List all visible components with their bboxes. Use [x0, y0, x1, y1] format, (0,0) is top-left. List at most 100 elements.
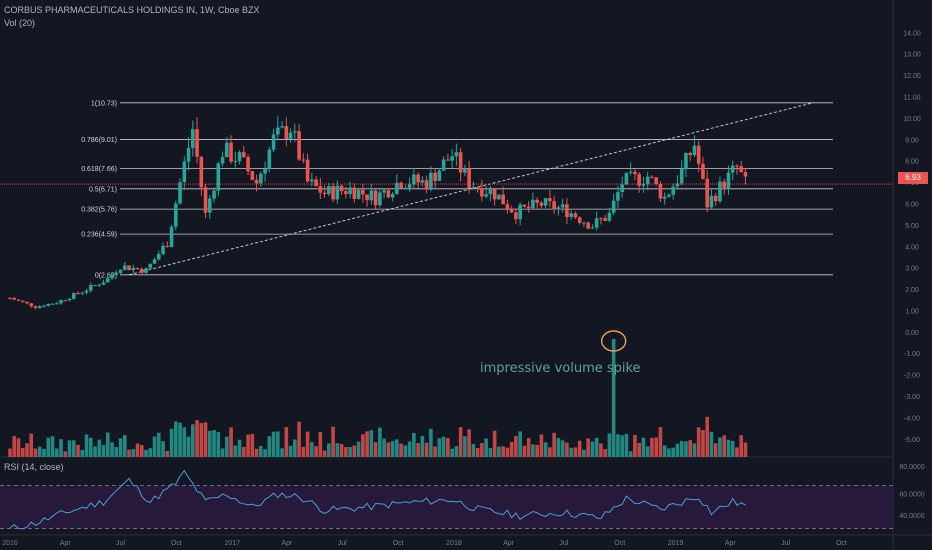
candle-body-76	[331, 186, 335, 200]
volume-bar-86	[373, 442, 378, 457]
candle-body-104	[450, 156, 454, 161]
volume-bar-142	[611, 339, 616, 457]
volume-bar-97	[420, 435, 425, 457]
candle-body-107	[463, 168, 467, 173]
volume-bar-95	[412, 433, 416, 457]
volume-bar-23	[105, 432, 110, 457]
candle-body-84	[365, 194, 369, 201]
candle-body-58	[254, 179, 259, 184]
candle-body-40	[178, 182, 182, 204]
candle-body-101	[437, 170, 442, 181]
candle-body-30	[135, 267, 140, 269]
candle-body-165	[709, 195, 714, 208]
volume-bar-129	[556, 438, 561, 457]
time-tick-label-0: 2016	[2, 540, 18, 547]
candle-body-159	[684, 152, 688, 169]
volume-bar-27	[122, 435, 127, 457]
volume-bar-143	[616, 434, 620, 457]
volume-bar-98	[424, 442, 429, 457]
volume-bar-44	[195, 420, 199, 457]
volume-bar-9	[46, 437, 51, 457]
volume-bar-162	[696, 427, 701, 457]
volume-bar-108	[467, 429, 471, 457]
rsi-band	[0, 485, 893, 529]
volume-spike-annotation: impressive volume spike	[480, 361, 641, 376]
candle-body-167	[718, 181, 722, 202]
symbol-title: CORBUS PHARMACEUTICALS HOLDINGS IN, 1W, …	[4, 5, 260, 15]
volume-bar-37	[165, 450, 170, 457]
candle-body-87	[378, 192, 382, 206]
candle-body-67	[293, 131, 297, 133]
candle-body-124	[535, 199, 539, 203]
volume-bar-153	[658, 427, 663, 457]
price-tick-label-0: 14.00	[903, 30, 921, 37]
volume-bar-5	[29, 433, 34, 457]
candle-body-96	[416, 174, 420, 183]
candle-body-103	[446, 159, 450, 161]
volume-bar-112	[484, 438, 488, 457]
volume-bar-16	[76, 444, 80, 457]
volume-bar-3	[20, 447, 25, 457]
volume-bar-1	[12, 436, 17, 457]
price-tick-label-14: 0.00	[905, 330, 919, 337]
candle-body-19	[88, 285, 93, 291]
volume-bar-66	[288, 445, 293, 457]
volume-bar-69	[301, 446, 306, 457]
candle-body-68	[297, 131, 301, 160]
candle-body-138	[594, 218, 599, 228]
fib-label-0: 1(10.73)	[91, 100, 117, 107]
candle-body-66	[288, 132, 293, 140]
candle-body-3	[20, 300, 25, 302]
candle-body-6	[33, 306, 38, 308]
trendline	[128, 102, 813, 276]
volume-bar-64	[280, 448, 284, 457]
candle-body-144	[620, 184, 624, 193]
volume-bar-75	[327, 443, 331, 457]
candle-body-69	[301, 159, 306, 161]
price-tick-label-5: 9.00	[905, 137, 919, 144]
candle-body-0	[8, 298, 12, 300]
volume-bar-133	[573, 447, 578, 457]
candle-body-93	[403, 187, 408, 189]
candle-body-129	[556, 207, 561, 210]
volume-bar-146	[628, 451, 633, 457]
candle-body-73	[318, 186, 323, 193]
time-tick-label-9: Apr	[503, 540, 515, 547]
volume-bar-71	[310, 442, 314, 457]
volume-bar-131	[565, 442, 569, 457]
volume-bar-101	[437, 438, 442, 457]
volume-bar-7	[37, 446, 42, 457]
candle-body-139	[599, 218, 603, 220]
candle-body-32	[144, 268, 148, 273]
candle-body-70	[305, 159, 310, 182]
volume-bar-164	[705, 416, 709, 457]
volume-bar-84	[365, 431, 369, 457]
volume-bar-49	[216, 432, 221, 457]
candle-body-62	[271, 134, 276, 150]
candle-body-18	[84, 290, 89, 293]
candle-body-151	[650, 176, 654, 178]
candle-body-145	[624, 172, 629, 185]
volume-bar-68	[297, 421, 301, 457]
candle-body-28	[127, 265, 131, 271]
volume-bar-60	[263, 449, 267, 457]
volume-bar-136	[586, 438, 590, 457]
candle-body-27	[122, 265, 127, 270]
volume-bar-59	[259, 446, 263, 457]
candle-body-121	[522, 204, 527, 207]
candle-body-38	[169, 226, 174, 248]
candle-body-83	[361, 189, 365, 195]
candle-body-80	[348, 187, 352, 195]
volume-bar-40	[178, 422, 182, 457]
volume-bar-137	[590, 441, 595, 457]
volume-bar-38	[169, 428, 174, 457]
volume-bar-94	[407, 441, 412, 457]
rsi-label: RSI (14, close)	[4, 462, 64, 472]
volume-bar-114	[492, 430, 497, 457]
candle-body-154	[662, 196, 667, 199]
volume-bar-67	[293, 439, 297, 457]
candle-body-24	[110, 274, 114, 279]
candle-body-115	[497, 194, 501, 200]
candle-body-91	[395, 182, 399, 194]
